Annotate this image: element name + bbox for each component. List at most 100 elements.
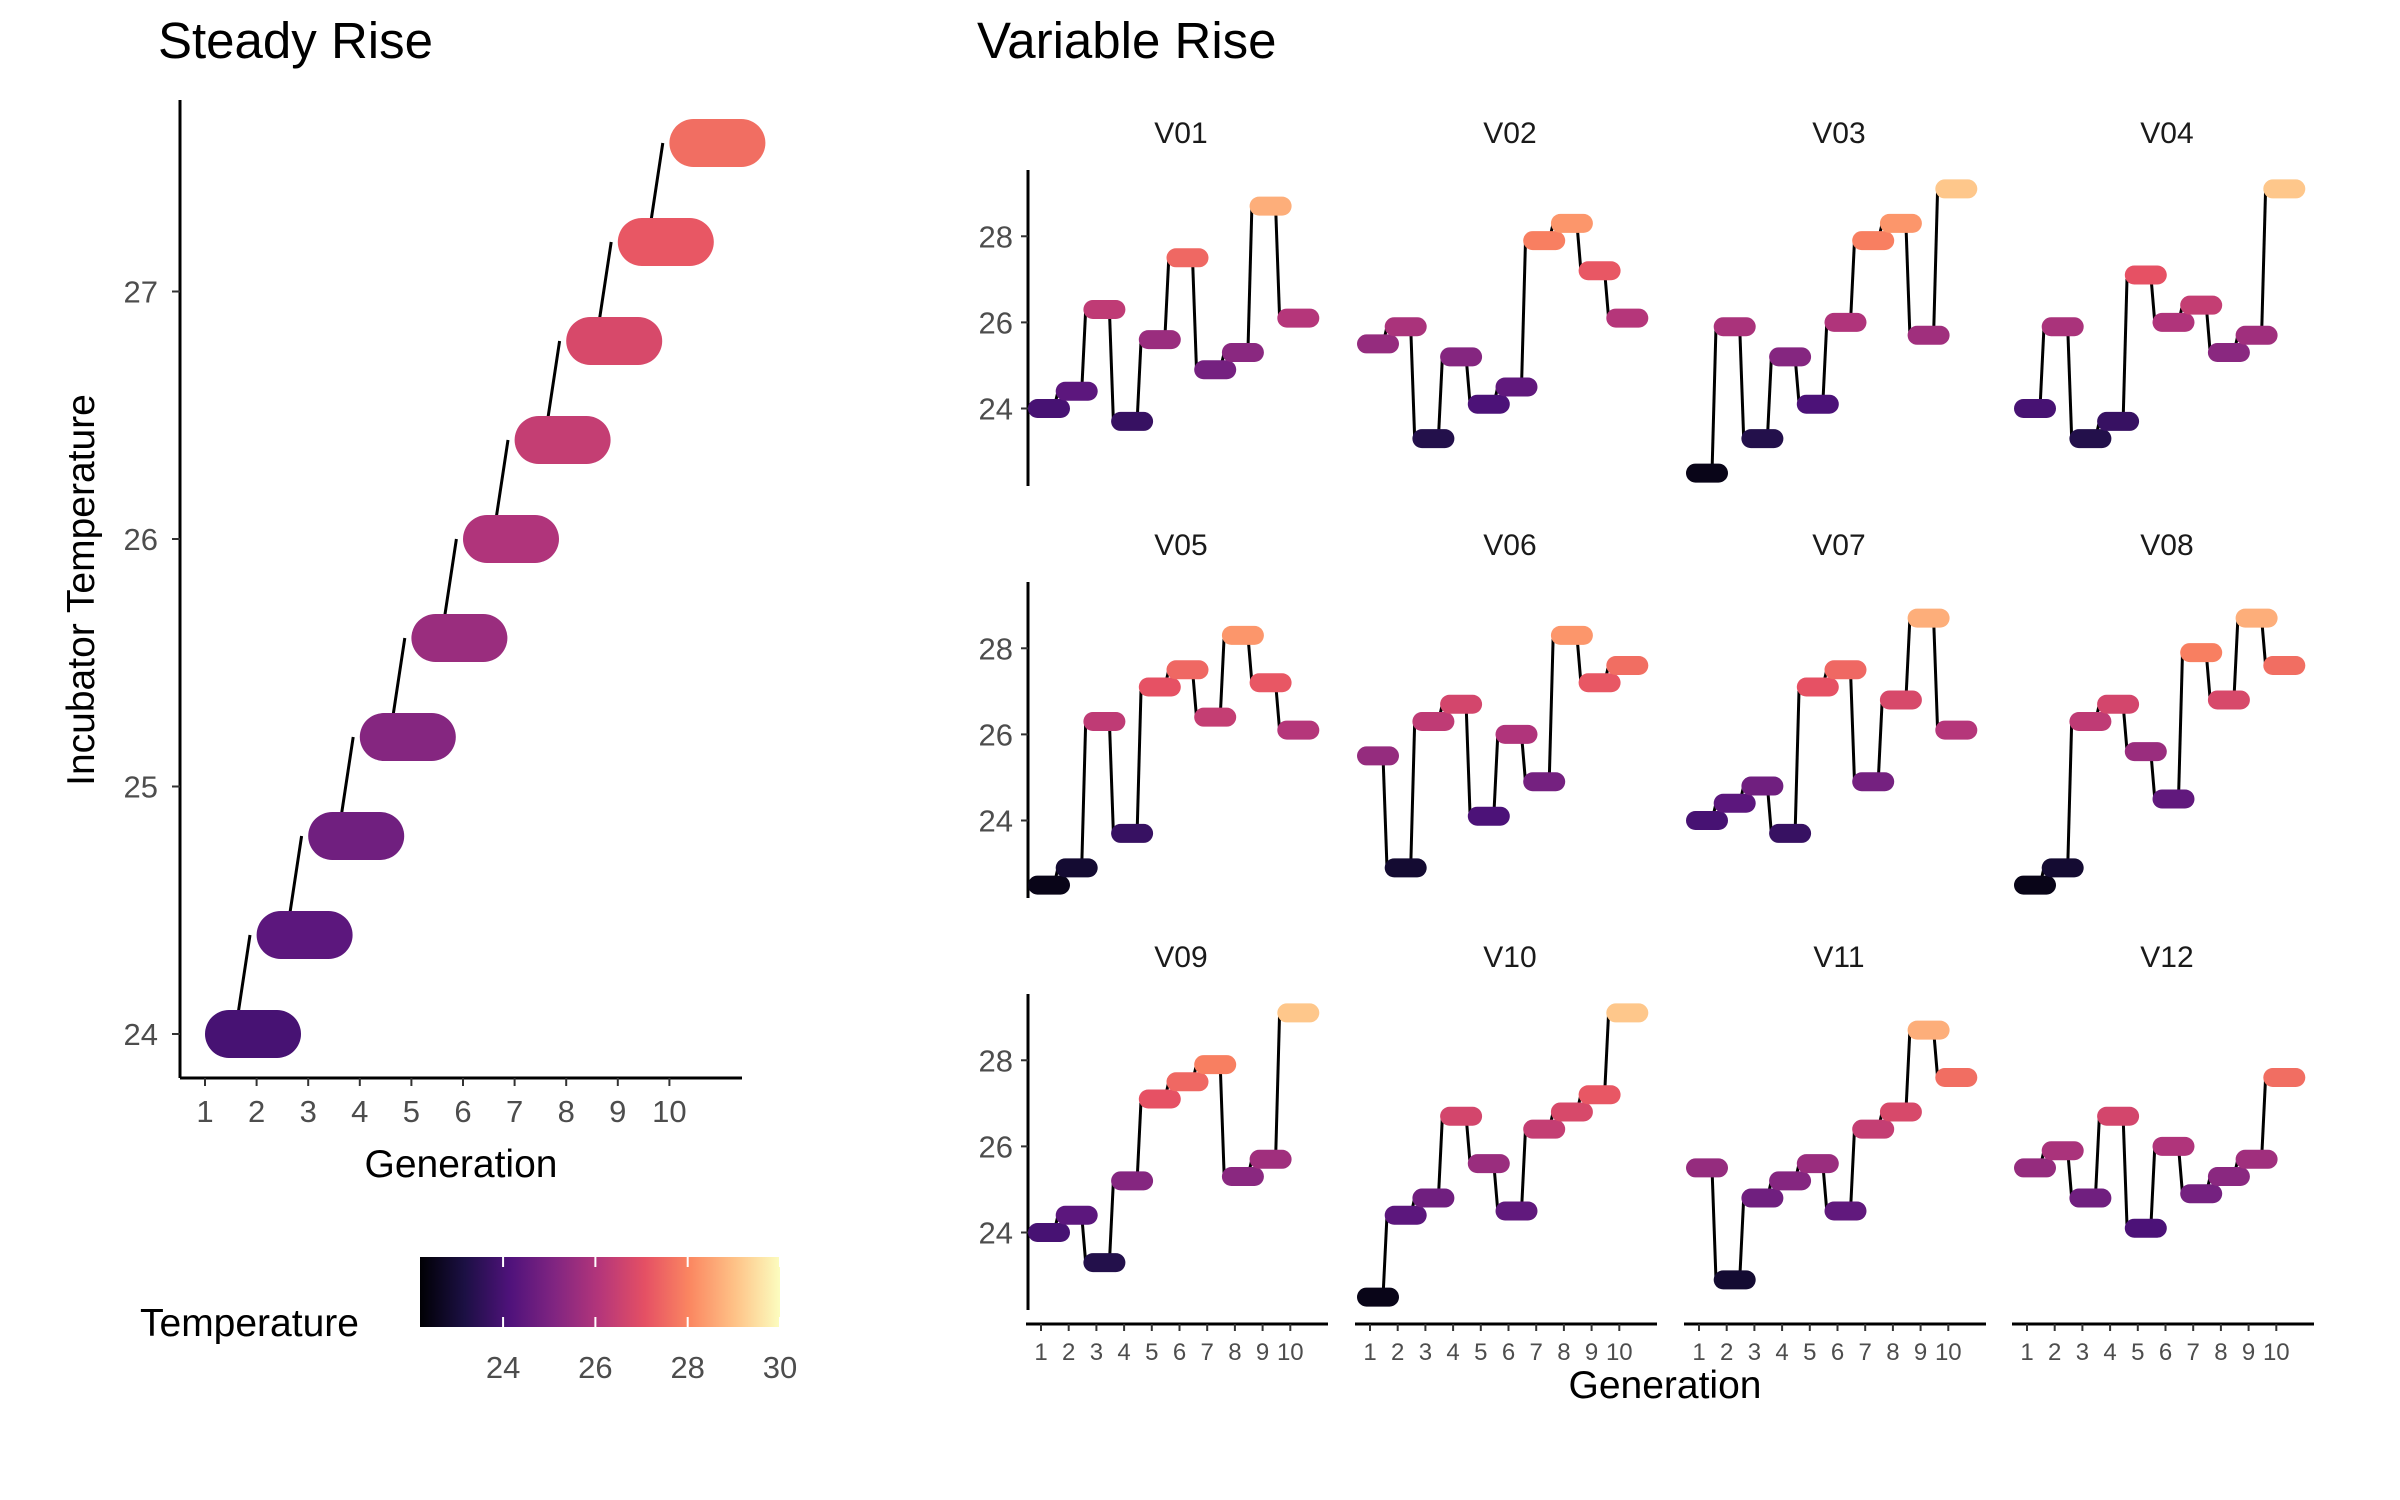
steady-y-tick-label: 26	[124, 522, 158, 557]
facet-point	[1194, 360, 1237, 380]
facet-point	[1083, 299, 1126, 319]
steady-point	[463, 515, 559, 563]
facet-point	[1578, 261, 1621, 281]
facet-connector	[1765, 356, 1773, 439]
facet-y-tick-label: 26	[979, 1129, 1013, 1164]
facet-connector	[1218, 1064, 1226, 1177]
facet-connector	[1738, 326, 1746, 439]
facet-x-tick-label: 3	[1748, 1339, 1761, 1366]
facet-point	[2235, 325, 2278, 345]
facet-point	[1796, 394, 1839, 414]
facet-x-tick-label: 4	[2103, 1339, 2116, 1366]
facet-point	[1194, 1055, 1237, 1075]
facet-point	[1083, 711, 1126, 731]
legend-tick-label: 30	[763, 1350, 797, 1385]
facet-point	[1166, 1072, 1209, 1092]
steady-point	[411, 614, 508, 662]
facet-x-tick-label: 7	[1859, 1339, 1872, 1366]
facet-point	[1111, 823, 1154, 843]
facet-point	[1277, 1003, 1320, 1023]
facet-strip-label: V11	[1813, 941, 1864, 974]
facet-point	[1879, 213, 1922, 233]
facet-point	[1440, 1106, 1483, 1126]
facet-point	[1138, 677, 1181, 697]
steady-x-tick-label: 5	[403, 1094, 420, 1129]
facet-point	[2152, 1136, 2195, 1156]
facet-point	[1907, 325, 1950, 345]
steady-x-tick-label: 8	[558, 1094, 575, 1129]
facet-point	[1578, 1085, 1621, 1105]
facet-connector	[1738, 1197, 1746, 1280]
facet-point	[1741, 429, 1784, 449]
facet-point	[2263, 656, 2306, 675]
facet-connector	[1107, 721, 1115, 834]
steady-x-tick-label: 1	[196, 1094, 213, 1129]
facet-point	[1440, 694, 1483, 714]
facet-point	[1796, 1154, 1839, 1174]
facet-connector	[1274, 206, 1282, 319]
facet-connector	[1274, 1012, 1282, 1160]
facet-y-tick-label: 28	[979, 631, 1013, 666]
facet-connector	[1710, 1167, 1718, 1280]
steady-x-tick-label: 7	[506, 1094, 523, 1129]
facet-point	[2180, 1184, 2223, 1204]
facet-point	[1523, 1119, 1566, 1139]
facet-connector	[1520, 1129, 1527, 1212]
facet-connector	[1436, 356, 1444, 439]
facet-x-tick-label: 8	[1886, 1339, 1899, 1366]
facet-point	[1467, 806, 1510, 826]
facet-x-tick-label: 8	[1228, 1339, 1241, 1366]
facet-connector	[2038, 326, 2046, 409]
steady-x-tick-label: 3	[300, 1094, 317, 1129]
steady-point	[205, 1010, 301, 1058]
facet-x-tick-label: 1	[2020, 1339, 2033, 1366]
facet-point	[2180, 295, 2223, 315]
facet-point	[1166, 248, 1209, 268]
steady-x-tick-label: 10	[652, 1094, 686, 1129]
facet-connector	[1849, 240, 1856, 323]
facet-point	[1879, 690, 1922, 710]
facet-x-tick-label: 10	[2263, 1339, 2290, 1366]
facet-point	[1713, 1270, 1756, 1290]
facet-point	[1606, 656, 1649, 675]
facet-x-tick-label: 3	[2076, 1339, 2089, 1366]
steady-point	[308, 812, 405, 860]
facet-connector	[1080, 721, 1088, 868]
facet-v01: V01 24 26 28	[979, 117, 1320, 486]
facet-connector	[1849, 1129, 1856, 1212]
facet-strip-label: V01	[1154, 117, 1207, 150]
facet-connector	[2121, 274, 2129, 422]
facet-strip-label: V08	[2140, 529, 2193, 562]
facet-v10: V10 1 2 3 4 5 6 7 8 9 10	[1355, 941, 1657, 1366]
facet-point	[1769, 823, 1812, 843]
facet-x-tick-label: 9	[1256, 1339, 1269, 1366]
facet-v03: V03	[1686, 117, 1978, 483]
legend-title: Temperature	[140, 1302, 359, 1345]
steady-y-tick-label: 27	[124, 275, 158, 310]
facet-connector	[1381, 1215, 1389, 1298]
facet-point	[1495, 377, 1538, 397]
facet-point	[1741, 776, 1784, 796]
facet-v09: V09 24 26 28 1 2 3 4 5 6 7 8 9 10	[979, 941, 1328, 1366]
legend-tick-label: 28	[670, 1350, 704, 1385]
facet-connector	[1710, 326, 1718, 474]
variable-x-axis-label: Generation	[1569, 1364, 1762, 1407]
facet-x-tick-label: 9	[2242, 1339, 2255, 1366]
steady-x-tick-label: 6	[454, 1094, 471, 1129]
facet-connector	[1876, 699, 1884, 782]
facet-point	[1907, 608, 1950, 628]
facet-y-tick-label: 28	[979, 219, 1013, 254]
facet-point	[1249, 196, 1292, 216]
steady-x-tick-label: 9	[609, 1094, 626, 1129]
facet-x-tick-label: 4	[1775, 1339, 1788, 1366]
facet-point	[1166, 660, 1209, 680]
legend-ticks: 24 26 28 30	[486, 1257, 797, 1385]
facet-point	[2263, 1068, 2306, 1087]
facet-x-tick-label: 10	[1277, 1339, 1304, 1366]
facet-point	[1824, 312, 1867, 332]
facet-x-tick-label: 9	[1914, 1339, 1927, 1366]
facet-point	[1249, 673, 1292, 693]
facet-connector	[1547, 635, 1555, 782]
